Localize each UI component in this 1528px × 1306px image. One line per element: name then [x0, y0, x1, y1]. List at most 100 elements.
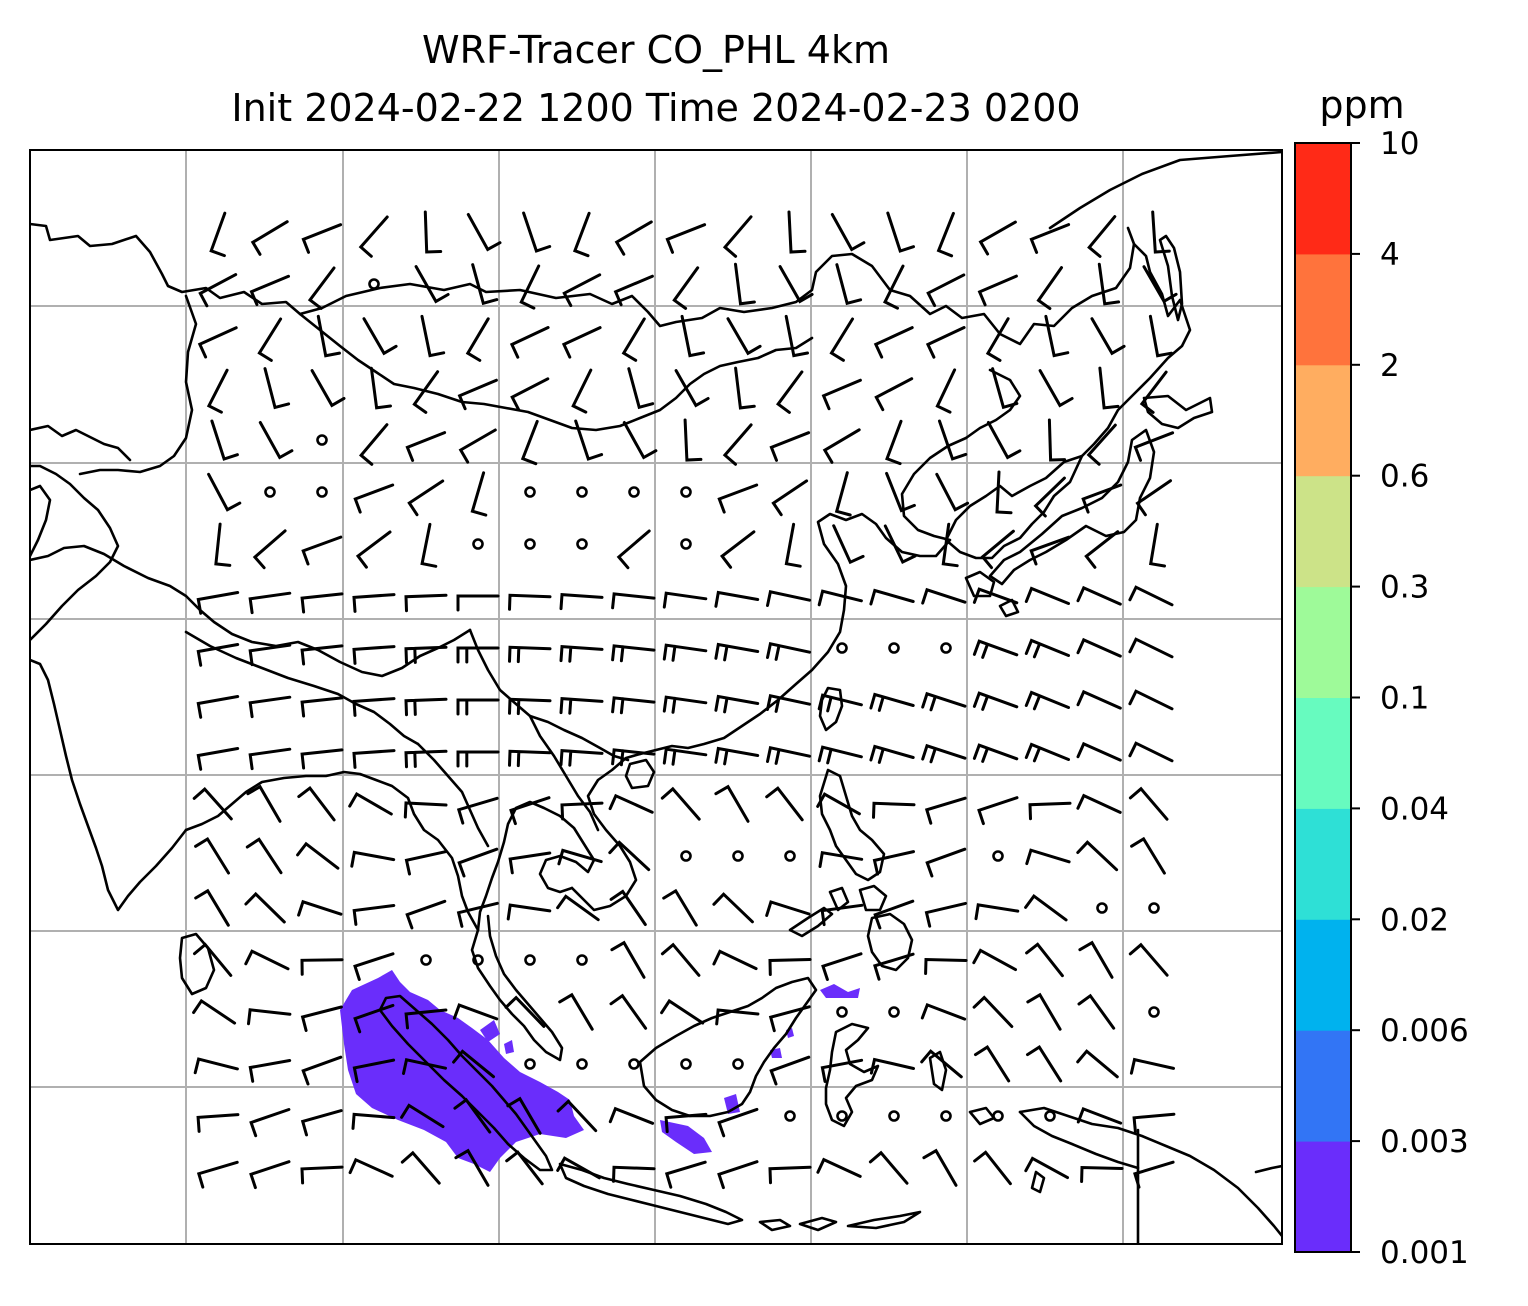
wind-barb: [1029, 535, 1071, 566]
wind-barb: [771, 479, 809, 517]
wind-barb: [1133, 1160, 1175, 1189]
wind-barb: [1024, 690, 1070, 711]
chart-title-line-1: WRF-Tracer CO_PHL 4km: [422, 28, 890, 72]
wind-barb: [248, 747, 292, 771]
wind-barb: [404, 645, 448, 665]
colorbar-tick-label: 0.001: [1380, 1235, 1469, 1271]
wind-barb: [662, 591, 708, 609]
calm-wind-marker: [680, 850, 692, 862]
wind-barb: [1133, 431, 1175, 462]
wind-barb: [196, 643, 240, 667]
wind-barb: [369, 366, 392, 410]
wind-barb: [980, 529, 1015, 570]
wind-barb: [817, 745, 863, 765]
wind-barb: [717, 1160, 759, 1190]
calm-wind-marker: [784, 850, 796, 862]
wind-barb: [769, 1055, 811, 1086]
wind-barb: [1148, 314, 1173, 358]
calm-wind-marker: [628, 486, 640, 498]
wind-barb: [664, 1160, 707, 1189]
wind-barb: [622, 421, 658, 460]
wind-barb: [508, 593, 552, 611]
wind-barb: [1128, 741, 1174, 763]
colorbar-tick-label: 2: [1380, 348, 1400, 384]
wind-barb: [660, 786, 701, 821]
wind-barb: [1098, 366, 1120, 410]
wind-barb: [972, 639, 1019, 659]
wind-barb: [722, 423, 753, 466]
wind-barb: [765, 786, 804, 822]
wind-barb: [355, 530, 392, 569]
wind-barb: [559, 644, 604, 663]
wind-barb: [249, 1160, 291, 1190]
wind-barb: [1076, 689, 1122, 710]
wind-barb: [453, 1097, 492, 1134]
wind-barb: [520, 419, 539, 466]
wind-barb: [924, 957, 968, 975]
wind-barb: [938, 419, 968, 461]
tracer-plume: [340, 970, 860, 1172]
calm-wind-marker: [316, 486, 328, 498]
wind-barb: [196, 695, 240, 719]
wind-barb: [404, 850, 447, 876]
wind-barb: [471, 263, 499, 306]
wind-barb: [882, 264, 905, 310]
wind-barb: [1025, 942, 1064, 978]
wind-barb: [608, 840, 651, 872]
calm-wind-marker: [576, 954, 588, 966]
wind-barb: [556, 894, 600, 922]
wind-barb: [252, 529, 287, 570]
wind-barb: [351, 1112, 396, 1130]
wind-barb: [662, 747, 708, 766]
wind-barb: [614, 220, 653, 256]
calm-wind-marker: [472, 538, 484, 550]
wind-barb: [400, 1103, 445, 1129]
wind-barb: [712, 949, 758, 971]
wind-barb: [296, 841, 340, 870]
wind-barb: [1076, 1106, 1123, 1125]
wind-barb: [300, 1165, 344, 1185]
wind-barb: [350, 850, 396, 868]
wind-barb: [1024, 742, 1070, 763]
wind-barb: [316, 314, 341, 358]
wind-barb: [991, 367, 1019, 410]
calm-wind-markers: [264, 278, 1160, 1122]
wind-barb: [972, 691, 1019, 711]
wind-barb: [1097, 262, 1121, 306]
wind-barb: [920, 1002, 967, 1021]
wind-barb: [734, 366, 756, 410]
wind-barb: [214, 522, 232, 567]
wind-barb: [1148, 522, 1166, 568]
wind-barb: [820, 1058, 864, 1083]
calm-wind-marker: [888, 642, 900, 654]
wind-barb: [508, 749, 552, 768]
map-frame: [29, 149, 1283, 1245]
coastlines: [30, 150, 1282, 1244]
wind-barb: [196, 1160, 239, 1189]
wind-barb: [506, 1096, 542, 1135]
calm-wind-marker: [732, 850, 744, 862]
wind-barb: [196, 747, 240, 771]
wind-barb: [765, 900, 811, 917]
wind-barb: [244, 949, 290, 971]
calm-wind-marker: [420, 954, 432, 966]
wind-barb: [352, 1058, 396, 1084]
wind-barb: [1076, 1049, 1119, 1079]
wind-barb: [873, 899, 915, 930]
wind-barb: [504, 995, 546, 1028]
wind-barb: [1076, 793, 1122, 814]
wind-barb: [611, 644, 656, 663]
wind-barb: [400, 1150, 441, 1185]
wind-barb: [1128, 689, 1174, 711]
wind-barb: [1081, 483, 1123, 514]
wind-barb: [559, 696, 604, 715]
wind-barb: [506, 903, 552, 921]
wind-barb: [1036, 266, 1063, 310]
colorbar-tick-label: 0.02: [1380, 902, 1449, 938]
calm-wind-marker: [888, 1006, 900, 1018]
wind-barb: [1076, 741, 1122, 762]
colorbar-blocks: [1295, 143, 1351, 1253]
wind-barb: [1033, 476, 1066, 518]
calm-wind-marker: [992, 1110, 1004, 1122]
